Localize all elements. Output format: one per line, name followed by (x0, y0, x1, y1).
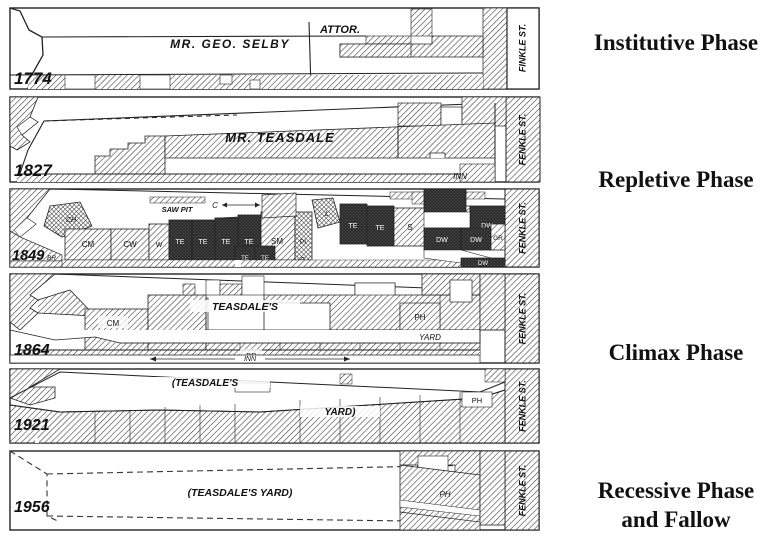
svg-text:TE: TE (245, 239, 254, 246)
svg-text:FENKLE ST.: FENKLE ST. (517, 380, 527, 432)
svg-text:1774: 1774 (14, 69, 52, 88)
svg-text:1864: 1864 (14, 342, 50, 359)
svg-text:TEASDALE'S: TEASDALE'S (212, 301, 278, 313)
svg-text:YARD): YARD) (325, 407, 357, 418)
svg-text:S: S (407, 223, 412, 232)
svg-text:GR: GR (493, 235, 503, 242)
svg-text:FINKLE ST.: FINKLE ST. (517, 24, 527, 72)
svg-text:1956: 1956 (14, 499, 50, 516)
svg-text:PH: PH (414, 313, 425, 322)
svg-text:SM: SM (271, 237, 283, 246)
svg-text:CM: CM (107, 319, 120, 328)
svg-text:MR. TEASDALE: MR. TEASDALE (225, 130, 335, 145)
svg-text:TE: TE (176, 239, 185, 246)
svg-text:ATTOR.: ATTOR. (319, 24, 360, 36)
svg-text:FENKLE ST.: FENKLE ST. (517, 114, 527, 166)
svg-text:TE: TE (349, 223, 358, 230)
svg-text:FENKLE ST.: FENKLE ST. (517, 465, 527, 517)
svg-text:MR. GEO. SELBY: MR. GEO. SELBY (170, 37, 290, 51)
svg-text:DW: DW (436, 237, 448, 244)
svg-text:L: L (325, 211, 329, 218)
svg-text:1921: 1921 (14, 417, 50, 434)
svg-text:CM: CM (82, 240, 95, 249)
svg-text:1827: 1827 (14, 161, 53, 180)
svg-text:DW: DW (478, 261, 488, 267)
svg-text:FENKLE ST.: FENKLE ST. (517, 293, 527, 345)
svg-text:CW: CW (123, 240, 137, 249)
svg-text:PI: PI (300, 239, 306, 246)
svg-text:DW: DW (470, 237, 482, 244)
svg-text:C: C (212, 201, 218, 210)
svg-text:PH: PH (439, 490, 450, 499)
svg-text:TE: TE (376, 225, 385, 232)
svg-text:TE: TE (199, 239, 208, 246)
svg-text:INN: INN (244, 356, 257, 363)
svg-text:(TEASDALE'S YARD): (TEASDALE'S YARD) (188, 487, 293, 499)
svg-text:W: W (156, 242, 163, 249)
svg-text:SAW PIT: SAW PIT (162, 205, 194, 214)
svg-text:FENKLE ST.: FENKLE ST. (517, 202, 527, 254)
svg-text:CH: CH (66, 217, 77, 224)
svg-text:TE: TE (222, 239, 231, 246)
svg-text:(TEASDALE'S: (TEASDALE'S (172, 378, 239, 389)
svg-text:YARD: YARD (419, 333, 441, 342)
svg-text:PH: PH (472, 396, 482, 405)
svg-text:INN: INN (453, 172, 467, 181)
svg-text:1849: 1849 (12, 248, 44, 264)
